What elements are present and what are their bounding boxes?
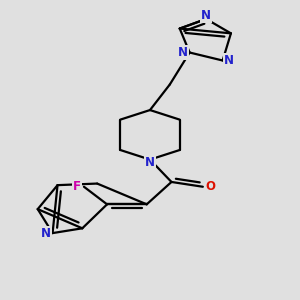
Text: N: N: [224, 54, 234, 67]
Text: N: N: [201, 9, 211, 22]
Text: N: N: [145, 156, 155, 170]
Text: N: N: [178, 46, 188, 59]
Text: F: F: [73, 180, 81, 193]
Text: N: N: [41, 226, 51, 240]
Text: O: O: [206, 180, 215, 193]
